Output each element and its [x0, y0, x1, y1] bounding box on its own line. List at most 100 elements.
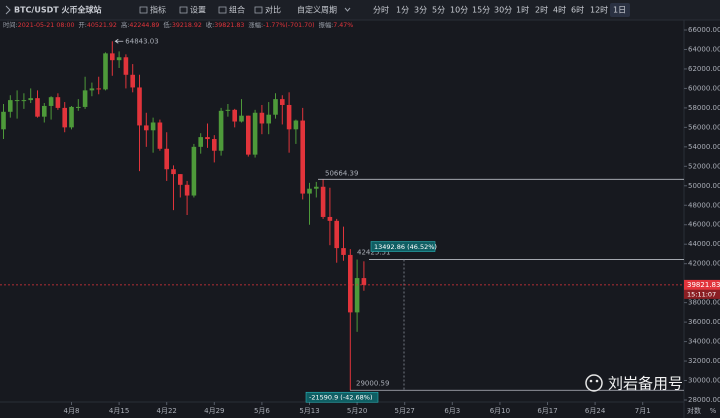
- symbol[interactable]: BTC/USDT 火币全球站: [14, 5, 102, 15]
- x-tick-label: 6月17: [537, 407, 557, 415]
- period-button[interactable]: 2时: [535, 5, 548, 15]
- period-button[interactable]: 30分: [494, 6, 512, 15]
- candle-body: [205, 137, 210, 140]
- x-tick-label: 6月10: [490, 407, 510, 415]
- candle-body: [259, 112, 265, 124]
- x-tick-label: 5月13: [299, 407, 319, 415]
- candle-body: [28, 98, 33, 101]
- candle-body: [69, 106, 74, 128]
- period-button[interactable]: 10分: [450, 6, 468, 15]
- tool-icon[interactable]: [254, 6, 263, 14]
- y-tick-label: 44000.00: [688, 240, 720, 248]
- menu-icon[interactable]: [5, 5, 11, 15]
- candle-body: [307, 188, 312, 194]
- y-tick-label: 32000.00: [688, 357, 720, 365]
- y-tick-label: 42000.00: [688, 260, 720, 268]
- measure-label: -21590.9 (-42.68%): [309, 394, 373, 402]
- y-tick-label: 60000.00: [688, 84, 720, 92]
- candle-body: [171, 169, 176, 175]
- candle-body: [225, 109, 231, 111]
- last-price-tag: [684, 279, 720, 290]
- peak-label: 64843.03: [125, 37, 158, 45]
- period-button[interactable]: 3分: [414, 6, 427, 15]
- info-value: -1.77%(-701.70): [263, 22, 315, 29]
- candle-body: [300, 120, 305, 194]
- candle-body: [21, 100, 27, 102]
- custom-period[interactable]: 自定义周期: [297, 5, 337, 15]
- axis-option[interactable]: 对数: [687, 406, 701, 415]
- dropdown-arrow[interactable]: [344, 7, 351, 12]
- period-button[interactable]: 12时: [590, 5, 608, 15]
- candle-body: [96, 88, 101, 90]
- candle-body: [184, 184, 190, 196]
- watermark-icon-dot: [589, 379, 593, 383]
- x-tick-label: 4月29: [204, 407, 224, 415]
- candle-body: [123, 57, 129, 75]
- countdown: 15:11:07: [687, 291, 716, 299]
- candle-body: [348, 254, 353, 313]
- period-button[interactable]: 6时: [571, 5, 584, 15]
- candle-body: [354, 278, 360, 313]
- candle-body: [35, 98, 40, 117]
- y-tick-label: 66000.00: [688, 26, 720, 34]
- x-tick-label: 5月20: [347, 407, 367, 415]
- tool-icon[interactable]: [139, 6, 148, 14]
- y-tick-label: 30000.00: [688, 377, 720, 385]
- y-tick-label: 34000.00: [688, 338, 720, 346]
- period-button[interactable]: 5分: [432, 6, 445, 15]
- watermark-text: 刘岩备用号: [608, 375, 683, 393]
- candle-body: [157, 122, 163, 149]
- price-level-label: 29000.59: [356, 379, 389, 387]
- candle-body: [76, 106, 81, 108]
- candle-body: [361, 278, 367, 285]
- period-button[interactable]: 1日: [613, 6, 626, 15]
- info-label: 时间:: [3, 20, 18, 29]
- period-button[interactable]: 1分: [396, 6, 409, 15]
- x-tick-label: 6月3: [444, 407, 460, 415]
- candle-body: [286, 104, 292, 130]
- candle-body: [150, 122, 156, 131]
- tool-button[interactable]: 组合: [229, 5, 245, 15]
- candle-body: [191, 146, 197, 196]
- tool-button[interactable]: 对比: [265, 5, 281, 15]
- candle-body: [42, 105, 47, 117]
- period-button[interactable]: 15分: [472, 6, 490, 15]
- tool-button[interactable]: 指标: [150, 5, 166, 15]
- y-tick-label: 48000.00: [688, 201, 720, 209]
- info-value: 39821.83: [214, 22, 244, 29]
- period-button[interactable]: 分时: [373, 5, 389, 15]
- y-tick-label: 36000.00: [688, 318, 720, 326]
- tool-icon[interactable]: [179, 6, 188, 14]
- y-tick-label: 28000.00: [688, 396, 720, 404]
- period-button[interactable]: 4时: [553, 5, 566, 15]
- candle-body: [246, 115, 251, 155]
- info-label: 振幅:: [319, 20, 334, 29]
- y-tick-label: 46000.00: [688, 221, 720, 229]
- candle-body: [164, 148, 169, 170]
- candle-body: [252, 112, 258, 155]
- x-tick-label: 4月15: [109, 407, 129, 415]
- candle-body: [144, 125, 149, 131]
- candle-body: [89, 88, 95, 91]
- info-value: 7.47%: [333, 22, 353, 29]
- tool-icon[interactable]: [218, 6, 227, 14]
- candle-body: [110, 53, 115, 61]
- candle-body: [212, 139, 217, 151]
- x-tick-label: 5月6: [254, 407, 270, 415]
- period-button[interactable]: 1时: [516, 5, 529, 15]
- y-tick-label: 56000.00: [688, 123, 720, 131]
- candle-body: [239, 115, 244, 122]
- axis-option[interactable]: %: [710, 407, 717, 415]
- candle-body: [55, 97, 61, 108]
- y-tick-label: 62000.00: [688, 65, 720, 73]
- x-tick-label: 4月22: [157, 407, 177, 415]
- candle-body: [273, 99, 278, 115]
- toolbar: [0, 0, 720, 20]
- candle-body: [137, 87, 142, 126]
- tool-button[interactable]: 设置: [190, 5, 206, 15]
- candle-body: [218, 110, 224, 151]
- candle-body: [266, 114, 271, 124]
- x-tick-label: 4月8: [64, 407, 80, 415]
